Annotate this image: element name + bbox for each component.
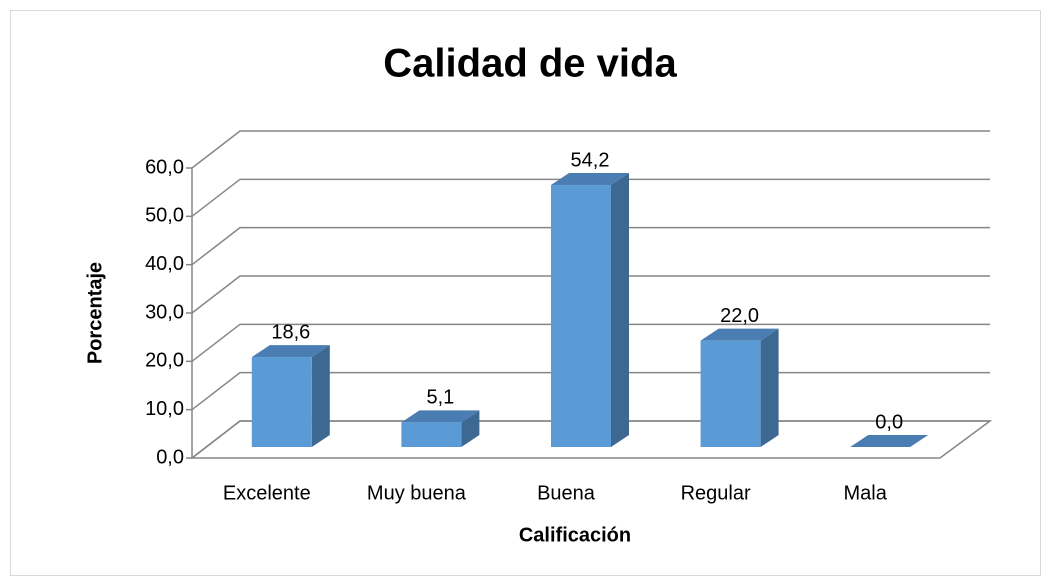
grid-line	[191, 178, 990, 217]
y-axis-label: Porcentaje	[84, 262, 106, 364]
y-tick-label: 40,0	[145, 253, 184, 275]
bar	[700, 340, 761, 447]
x-tick-label: Excelente	[223, 482, 311, 504]
bar	[551, 185, 611, 448]
y-tick-label: 0,0	[156, 446, 184, 468]
x-tick-label: Mala	[844, 482, 888, 504]
grid-line	[191, 275, 990, 314]
y-tick-label: 10,0	[145, 398, 184, 420]
x-tick-label: Muy buena	[367, 482, 467, 504]
value-label: 0,0	[875, 411, 903, 433]
x-axis-label: Calificación	[519, 524, 631, 546]
value-label: 5,1	[426, 387, 454, 409]
chart-frame	[10, 10, 1041, 576]
bar-top	[551, 173, 629, 186]
chart-title: Calidad de vida	[383, 42, 677, 86]
x-tick-label: Buena	[537, 482, 596, 504]
bar-top	[401, 410, 480, 423]
y-tick-label: 20,0	[145, 350, 184, 372]
bar-side	[311, 345, 330, 447]
y-tick-label: 50,0	[145, 205, 184, 227]
value-label: 54,2	[571, 149, 610, 171]
bar-top	[850, 435, 929, 447]
bar	[251, 357, 312, 447]
bar-side	[760, 328, 779, 447]
y-tick-label: 60,0	[145, 156, 184, 178]
x-tick-label: Regular	[681, 482, 751, 504]
bar-top	[700, 328, 779, 341]
y-tick-label: 30,0	[145, 301, 184, 323]
value-label: 18,6	[271, 321, 310, 343]
bar	[401, 422, 462, 447]
bar-top	[251, 345, 330, 358]
bar-side	[611, 173, 629, 448]
grid-line	[191, 323, 990, 362]
value-label: 22,0	[720, 305, 759, 327]
bar-side	[461, 410, 480, 447]
grid-line	[191, 226, 990, 266]
grid-line	[191, 130, 990, 169]
